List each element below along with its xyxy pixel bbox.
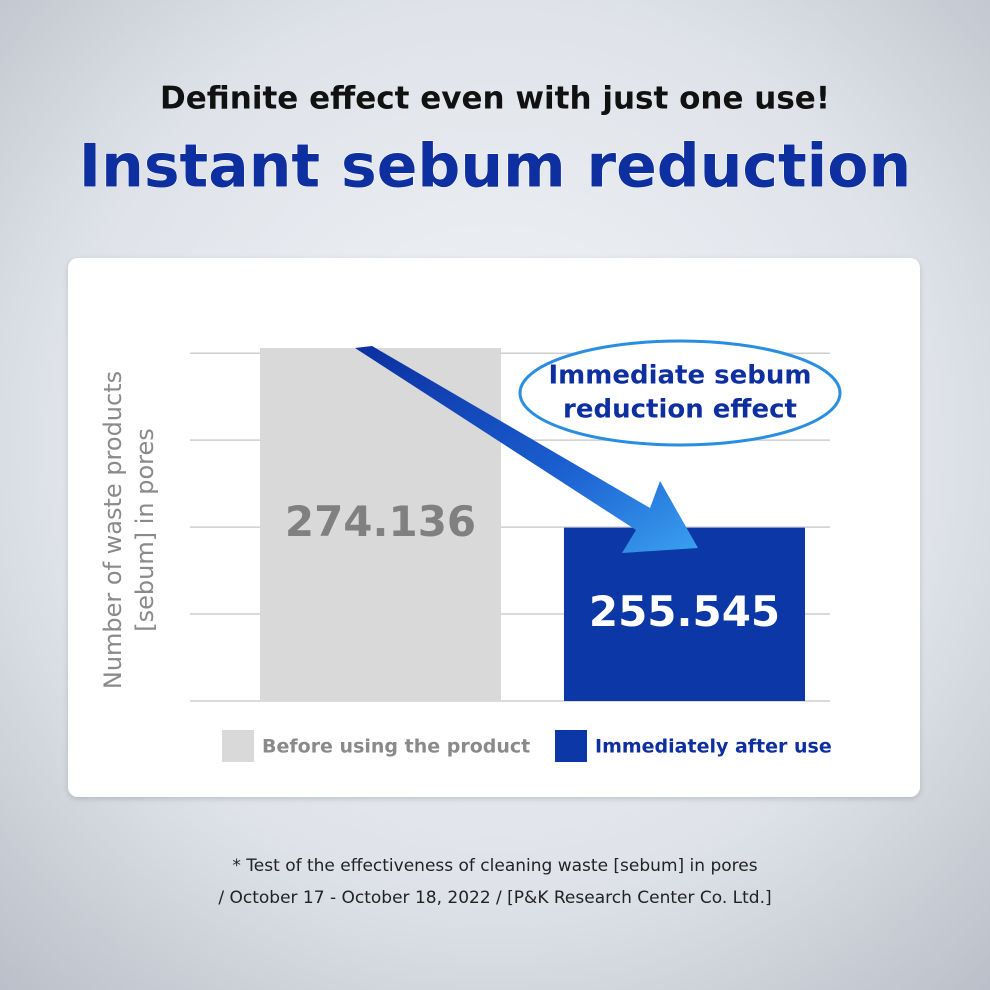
legend-swatch — [555, 730, 587, 762]
arrow — [355, 346, 698, 553]
footnote: * Test of the effectiveness of cleaning … — [232, 856, 757, 876]
footnote: / October 17 - October 18, 2022 / [P&K R… — [218, 888, 771, 908]
callout-text: reduction effect — [563, 395, 797, 425]
subtitle: Definite effect even with just one use! — [160, 81, 830, 117]
y-axis-label: [sebum] in pores — [131, 428, 159, 631]
y-axis-label: Number of waste products — [99, 371, 127, 689]
title: Instant sebum reduction — [79, 132, 911, 202]
value-label: 274.136 — [285, 497, 476, 546]
value-label: 255.545 — [589, 587, 780, 636]
legend-label: Immediately after use — [595, 736, 832, 758]
callout-text: Immediate sebum — [549, 361, 812, 391]
legend-label: Before using the product — [262, 736, 530, 758]
plot: 274.136 255.545 Immediate sebum reduction e… — [190, 339, 842, 762]
legend-swatch — [222, 730, 254, 762]
callout — [518, 339, 842, 447]
bar — [564, 527, 805, 701]
